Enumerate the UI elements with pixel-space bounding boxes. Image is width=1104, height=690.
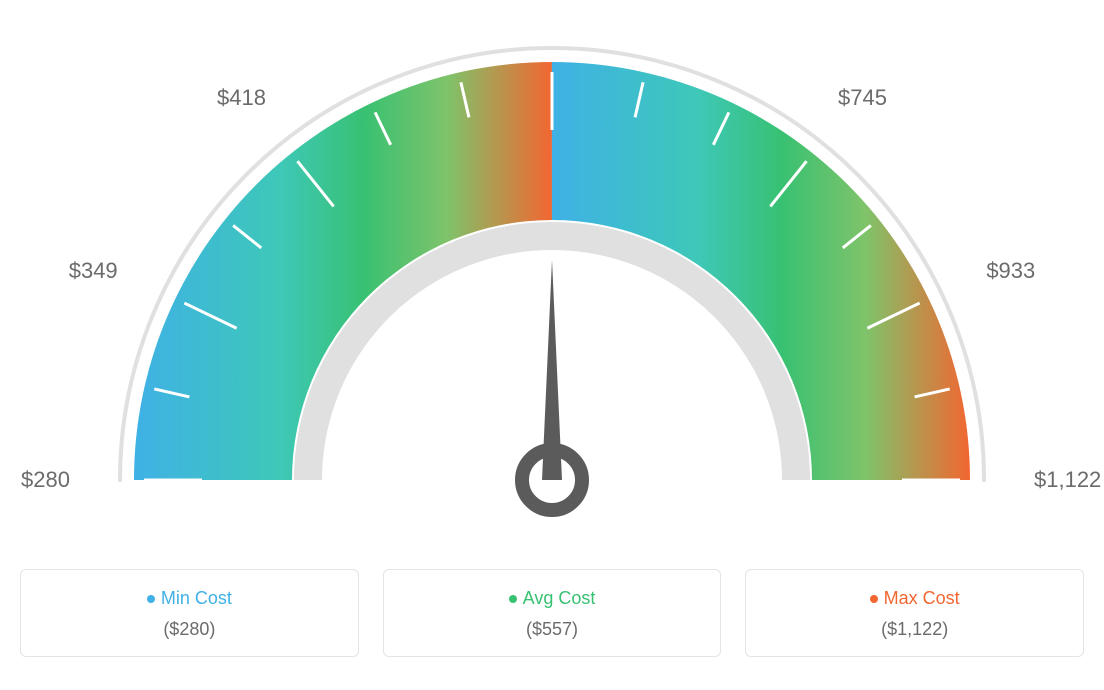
legend-card-avg: Avg Cost ($557) [383, 569, 722, 657]
gauge-chart: $280$349$418$557$745$933$1,122 [20, 20, 1084, 545]
legend-value-max: ($1,122) [746, 619, 1083, 640]
legend-row: Min Cost ($280) Avg Cost ($557) Max Cost… [20, 569, 1084, 657]
legend-title-text-avg: Avg Cost [523, 588, 596, 608]
gauge-tick-label: $280 [21, 467, 70, 493]
legend-dot-min [147, 595, 155, 603]
gauge-tick-label: $349 [69, 258, 118, 284]
legend-title-max: Max Cost [746, 588, 1083, 609]
gauge-tick-label: $933 [986, 258, 1035, 284]
legend-dot-avg [509, 595, 517, 603]
legend-title-text-max: Max Cost [884, 588, 960, 608]
legend-title-min: Min Cost [21, 588, 358, 609]
legend-value-min: ($280) [21, 619, 358, 640]
legend-dot-max [870, 595, 878, 603]
gauge-tick-label: $745 [838, 85, 887, 111]
gauge-tick-label: $1,122 [1034, 467, 1101, 493]
legend-card-max: Max Cost ($1,122) [745, 569, 1084, 657]
gauge-svg [20, 20, 1084, 540]
legend-title-avg: Avg Cost [384, 588, 721, 609]
legend-card-min: Min Cost ($280) [20, 569, 359, 657]
legend-value-avg: ($557) [384, 619, 721, 640]
gauge-tick-label: $418 [217, 85, 266, 111]
legend-title-text-min: Min Cost [161, 588, 232, 608]
